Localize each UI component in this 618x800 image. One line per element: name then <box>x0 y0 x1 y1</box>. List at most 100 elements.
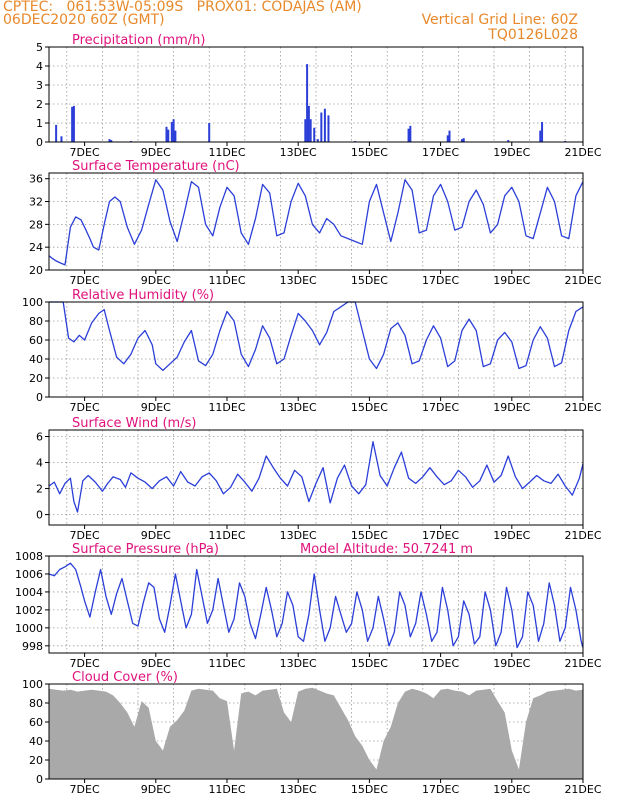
cloud-ytick-label: 40 <box>29 735 43 748</box>
pressure-ytick-label: 998 <box>22 640 43 653</box>
temp-xtick-label: 17DEC <box>422 274 459 287</box>
wind-xtick-label: 11DEC <box>208 529 245 542</box>
precip-bar <box>462 138 465 142</box>
cloud-title: Cloud Cover (%) <box>72 670 178 685</box>
header-grid-line: Vertical Grid Line: 60Z <box>421 12 578 28</box>
rh-xtick-label: 15DEC <box>351 401 388 414</box>
precip-ytick-label: 3 <box>36 79 43 92</box>
pressure-frame <box>48 555 584 654</box>
precip-bar <box>539 130 542 142</box>
rh-xtick-label: 13DEC <box>280 401 317 414</box>
pressure-ytick-label: 1008 <box>15 550 43 563</box>
wind-ytick-label: 4 <box>36 457 43 470</box>
wind-ytick-label: 6 <box>36 431 43 444</box>
cloud-ytick-label: 0 <box>36 773 43 786</box>
pressure-ytick-label: 1000 <box>15 622 43 635</box>
pressure-ytick-label: 1002 <box>15 604 43 617</box>
pressure-title: Surface Pressure (hPa) <box>72 542 219 557</box>
precip-title: Precipitation (mm/h) <box>72 33 205 48</box>
temp-series-line <box>48 179 584 266</box>
precip-bar <box>313 127 316 142</box>
rh-xtick-label: 7DEC <box>70 401 100 414</box>
rh-xtick-label: 17DEC <box>422 401 459 414</box>
precip-ytick-label: 1 <box>36 117 43 130</box>
cloud-ytick-label: 80 <box>29 697 43 710</box>
precip-bar <box>304 119 307 142</box>
precip-bar <box>174 130 177 142</box>
cloud-xtick-label: 19DEC <box>493 783 530 796</box>
cloud-xtick-label: 9DEC <box>141 783 171 796</box>
temp-ytick-label: 20 <box>29 264 43 277</box>
temp-ytick-label: 24 <box>29 241 43 254</box>
rh-ytick-label: 100 <box>22 296 43 309</box>
precip-bar <box>55 124 58 142</box>
pressure-xtick-label: 21DEC <box>564 657 601 670</box>
precip-bar <box>170 122 173 142</box>
temp-title: Surface Temperature (nC) <box>72 159 240 174</box>
cloud-area <box>49 687 583 779</box>
cloud-xtick-label: 7DEC <box>70 783 100 796</box>
pressure-xtick-label: 13DEC <box>280 657 317 670</box>
pressure-ytick-label: 1004 <box>15 586 43 599</box>
wind-ytick-label: 2 <box>36 483 43 496</box>
wind-xtick-label: 15DEC <box>351 529 388 542</box>
rh-frame <box>48 301 584 398</box>
cloud-xtick-label: 13DEC <box>280 783 317 796</box>
rh-ytick-label: 60 <box>29 334 43 347</box>
precip-bar <box>306 64 309 142</box>
header-model: TQ0126L028 <box>488 27 578 43</box>
temp-xtick-label: 9DEC <box>141 274 171 287</box>
rh-title: Relative Humidity (%) <box>72 288 214 303</box>
rh-ytick-label: 40 <box>29 353 43 366</box>
precip-xtick-label: 13DEC <box>280 146 317 159</box>
precip-bar <box>448 130 451 142</box>
temp-xtick-label: 19DEC <box>493 274 530 287</box>
rh-xtick-label: 9DEC <box>141 401 171 414</box>
pressure-xtick-label: 15DEC <box>351 657 388 670</box>
pressure-xtick-label: 17DEC <box>422 657 459 670</box>
cloud-xtick-label: 11DEC <box>208 783 245 796</box>
rh-ytick-label: 0 <box>36 391 43 404</box>
precip-bar <box>316 139 319 142</box>
rh-xtick-label: 21DEC <box>564 401 601 414</box>
precip-ytick-label: 5 <box>36 41 43 54</box>
precip-xtick-label: 21DEC <box>564 146 601 159</box>
pressure-xtick-label: 9DEC <box>141 657 171 670</box>
precip-bar <box>407 128 410 142</box>
precip-bar <box>172 119 175 142</box>
precip-xtick-label: 15DEC <box>351 146 388 159</box>
precip-xtick-label: 9DEC <box>141 146 171 159</box>
temp-xtick-label: 11DEC <box>208 274 245 287</box>
precip-bar <box>309 119 312 142</box>
precip-xtick-label: 19DEC <box>493 146 530 159</box>
precip-bar <box>507 140 510 142</box>
rh-ytick-label: 80 <box>29 315 43 328</box>
cloud-ytick-label: 100 <box>22 678 43 691</box>
precip-bar <box>208 123 211 142</box>
cloud-frame <box>48 683 584 780</box>
precip-bar <box>72 105 75 142</box>
cloud-xtick-label: 21DEC <box>564 783 601 796</box>
precip-bar <box>71 106 74 142</box>
pressure-xtick-label: 7DEC <box>70 657 100 670</box>
header-station: CPTEC: 061:53W-05:09S PROX01: CODAJAS (A… <box>3 0 362 15</box>
precip-xtick-label: 17DEC <box>422 146 459 159</box>
precip-bar <box>110 140 113 142</box>
temp-ytick-label: 36 <box>29 173 43 186</box>
precip-bar <box>60 136 63 142</box>
precip-bar <box>307 105 310 142</box>
header-date: 06DEC2020 60Z (GMT) <box>3 12 165 28</box>
wind-ytick-label: 0 <box>36 509 43 522</box>
precip-ytick-label: 2 <box>36 98 43 111</box>
temp-frame <box>48 172 584 271</box>
temp-xtick-label: 13DEC <box>280 274 317 287</box>
wind-xtick-label: 9DEC <box>141 529 171 542</box>
wind-xtick-label: 13DEC <box>280 529 317 542</box>
temp-ytick-label: 28 <box>29 218 43 231</box>
cloud-ytick-label: 20 <box>29 754 43 767</box>
rh-xtick-label: 19DEC <box>493 401 530 414</box>
wind-series-line <box>48 441 584 513</box>
precip-bar <box>541 122 544 142</box>
rh-ytick-label: 20 <box>29 372 43 385</box>
temp-xtick-label: 7DEC <box>70 274 100 287</box>
